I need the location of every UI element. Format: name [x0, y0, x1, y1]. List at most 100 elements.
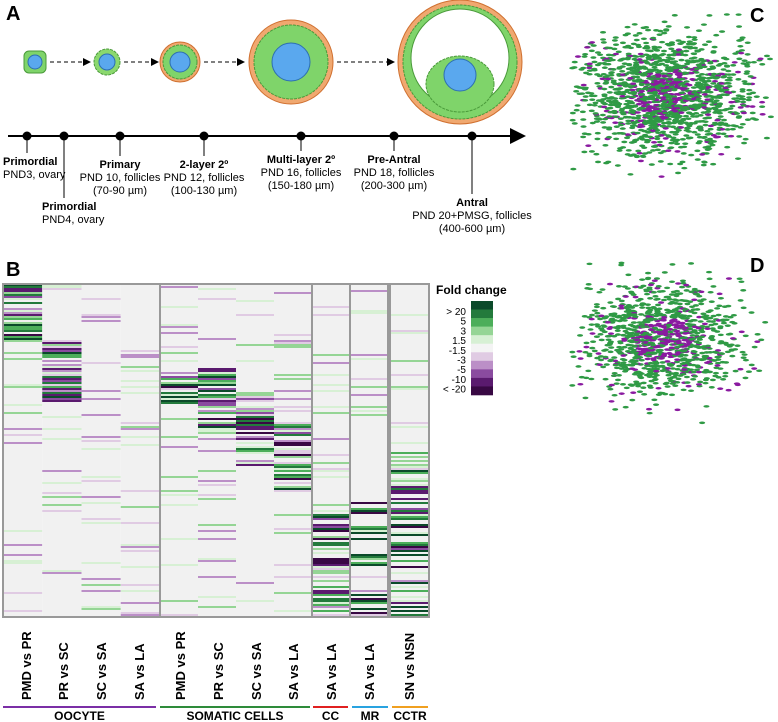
stage-detail: PND4, ovary	[42, 214, 105, 226]
node	[704, 138, 711, 142]
heatmap-row	[312, 476, 350, 478]
column-label: SN vs NSN	[402, 633, 417, 700]
node	[653, 314, 660, 318]
node	[645, 351, 652, 354]
node	[632, 295, 639, 299]
stage-name: 2-layer 2º	[180, 159, 229, 171]
node	[661, 271, 668, 274]
node	[633, 380, 640, 384]
heatmap-row	[3, 562, 43, 564]
heatmap-row	[120, 590, 160, 592]
node	[664, 348, 671, 351]
node	[640, 104, 647, 108]
node	[690, 42, 697, 46]
node	[678, 111, 685, 114]
heatmap-row	[390, 492, 429, 494]
node	[693, 353, 700, 357]
node	[636, 125, 643, 129]
node	[654, 297, 661, 301]
heatmap-row	[160, 396, 198, 398]
node	[601, 66, 608, 70]
heatmap-row	[198, 288, 236, 290]
heatmap-row	[3, 316, 43, 318]
heatmap-row	[160, 332, 198, 334]
node	[653, 103, 660, 107]
node	[667, 377, 674, 380]
node	[624, 99, 631, 103]
heatmap-row	[274, 434, 312, 436]
node	[676, 96, 683, 100]
heatmap-row	[120, 428, 160, 430]
node	[582, 95, 589, 98]
node	[624, 25, 631, 29]
heatmap-row	[198, 596, 236, 598]
heatmap-row	[390, 580, 429, 582]
heatmap-row	[160, 436, 198, 438]
node	[736, 39, 743, 42]
node	[701, 322, 708, 326]
node	[688, 122, 695, 125]
heatmap-row	[350, 562, 388, 564]
node	[639, 138, 646, 141]
node	[611, 334, 618, 338]
node	[724, 145, 731, 149]
node	[688, 94, 695, 98]
node	[763, 54, 770, 58]
node	[570, 167, 577, 171]
node	[621, 337, 628, 341]
heatmap-row	[3, 560, 43, 562]
node	[646, 57, 653, 61]
heatmap-row	[81, 608, 121, 610]
legend-label: -10	[452, 375, 467, 386]
node	[648, 85, 655, 89]
node	[720, 321, 727, 325]
node	[601, 325, 608, 328]
node	[654, 77, 661, 81]
node	[702, 123, 709, 127]
heatmap-row	[390, 480, 429, 482]
heatmap-row	[42, 492, 82, 494]
node	[738, 330, 745, 334]
node	[653, 324, 660, 327]
node	[593, 335, 600, 339]
node	[699, 61, 706, 65]
node	[623, 102, 630, 106]
node	[728, 134, 735, 138]
legend-label: 1.5	[452, 336, 466, 347]
node	[722, 315, 729, 318]
heatmap-row	[312, 454, 350, 456]
node	[656, 332, 663, 336]
heatmap-row	[274, 292, 312, 294]
node	[620, 111, 627, 114]
node	[737, 44, 744, 48]
node	[597, 317, 604, 321]
node	[681, 71, 688, 75]
node	[709, 378, 716, 382]
node	[703, 100, 710, 104]
legend-swatch	[471, 301, 493, 310]
node	[622, 329, 629, 333]
heatmap-row	[312, 412, 350, 414]
node	[709, 334, 716, 338]
heatmap-row	[42, 382, 82, 384]
heatmap-row	[3, 338, 43, 340]
heatmap-row	[198, 560, 236, 562]
node	[652, 295, 659, 298]
node	[683, 289, 690, 292]
node	[569, 350, 576, 354]
heatmap-row	[236, 600, 274, 602]
node	[625, 149, 632, 152]
node	[576, 350, 583, 353]
node	[606, 59, 613, 63]
heatmap-row	[312, 362, 350, 364]
node	[737, 299, 744, 302]
node	[706, 360, 713, 364]
node	[696, 135, 703, 139]
node	[621, 345, 628, 349]
heatmap-row	[42, 394, 82, 396]
node	[735, 13, 742, 16]
node	[762, 96, 769, 99]
heatmap-row	[42, 288, 82, 290]
node	[638, 313, 645, 316]
heatmap-row	[3, 292, 43, 294]
